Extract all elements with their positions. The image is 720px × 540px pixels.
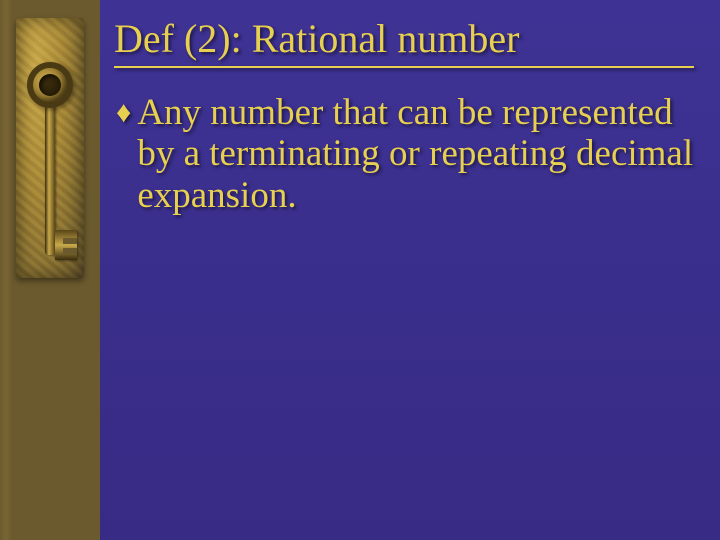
bullet-row: ♦ Any number that can be represented by … bbox=[114, 92, 694, 216]
bullet-text: Any number that can be represented by a … bbox=[137, 92, 694, 216]
antique-key-icon bbox=[27, 62, 73, 255]
diamond-bullet-icon: ♦ bbox=[116, 92, 131, 134]
title-underline bbox=[114, 66, 694, 68]
decorative-sidebar bbox=[0, 0, 100, 540]
slide-title: Def (2): Rational number bbox=[114, 18, 694, 60]
slide-body: Def (2): Rational number ♦ Any number th… bbox=[100, 0, 720, 540]
